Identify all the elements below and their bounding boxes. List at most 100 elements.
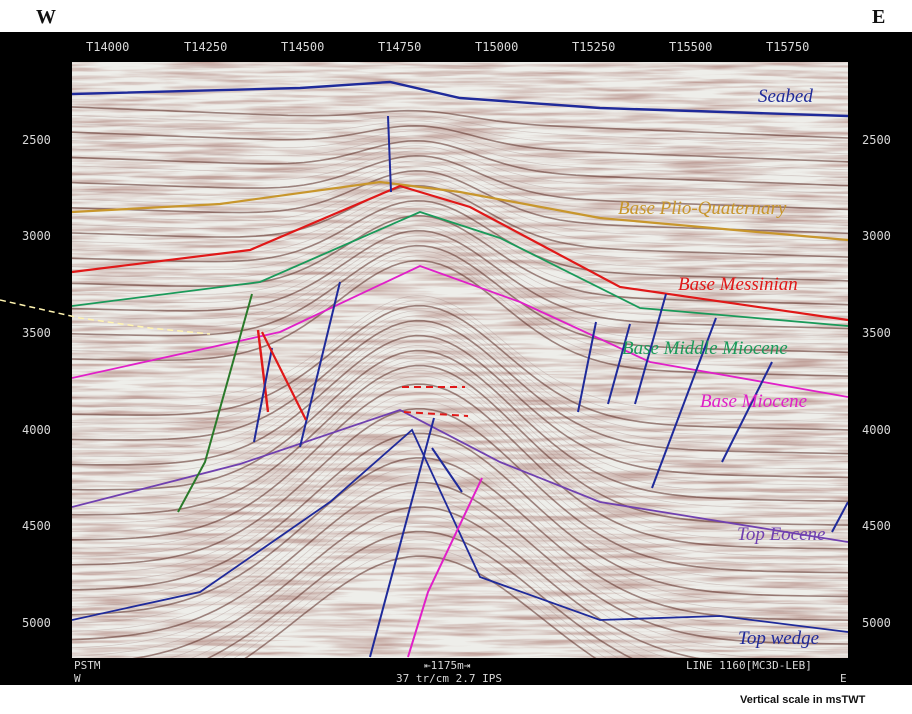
reflector-line [72, 383, 848, 550]
reflector-line [72, 225, 848, 321]
reflector-line [72, 195, 848, 274]
fault-line [256, 329, 270, 413]
reflector-line [72, 210, 848, 298]
horizon-label-base-messinian: Base Messinian [678, 274, 798, 295]
horizon-lines [72, 80, 848, 633]
trace-density-label: 37 tr/cm 2.7 IPS [396, 672, 502, 685]
reflector-line [72, 441, 848, 605]
trace-label: T15000 [475, 40, 519, 54]
reflector-line [72, 259, 848, 377]
fault-line [407, 477, 483, 658]
reflector-line [72, 315, 848, 447]
reflector-line [72, 240, 848, 345]
reflector-line [72, 392, 848, 558]
reflector-line [72, 304, 848, 431]
reflector-line [72, 349, 848, 503]
horizon-label-base-middle-miocene: Base Middle Miocene [622, 338, 788, 359]
horizon-line [72, 184, 848, 322]
reflector-line [72, 199, 848, 282]
horizon-line [72, 409, 848, 543]
reflector-line [72, 124, 848, 163]
reflector-line [72, 160, 848, 218]
fault-line [577, 321, 597, 413]
reflector-line [72, 334, 848, 479]
reflector-line [72, 355, 848, 510]
reflector-line [72, 319, 848, 455]
reflector-line [72, 465, 848, 629]
horizon-label-top-wedge: Top wedge [738, 628, 820, 649]
reflector-line [72, 145, 848, 194]
horizon-line [72, 180, 848, 242]
reflector-line [132, 506, 701, 658]
reflector-line [72, 300, 848, 423]
reflector-line [72, 190, 848, 266]
horizon-line [72, 428, 848, 633]
reflector-line [72, 408, 848, 574]
processing-label: PSTM [74, 659, 101, 672]
reflector-line [72, 235, 848, 337]
reflector-line [72, 330, 848, 470]
reflector-line [72, 135, 848, 179]
scale-bar-label: ⇤1175m⇥ [424, 659, 471, 672]
footer-east-label: E [840, 672, 847, 685]
horizon-line [72, 80, 848, 118]
horizon-label-base-plio-quaternary: Base Plio-Quaternary [618, 198, 787, 219]
reflector-line [72, 139, 848, 187]
fault-line [831, 501, 848, 533]
reflector-line [72, 360, 848, 518]
horizon-label-top-eocene: Top Eocene [737, 524, 826, 545]
reflector-line [72, 424, 848, 589]
twt-label-right: 3000 [862, 229, 891, 243]
horizon-label-base-miocene: Base Miocene [700, 391, 808, 412]
reflector-line [72, 244, 848, 354]
trace-label: T15500 [669, 40, 713, 54]
reflector-line [72, 250, 848, 361]
reflector-line [72, 310, 848, 439]
line-id-label: LINE 1160[MC3D-LEB] [686, 659, 812, 672]
trace-label: T14000 [86, 40, 130, 54]
twt-label-left: 3500 [22, 326, 51, 340]
reflector-line [72, 481, 848, 645]
reflector-line [72, 106, 848, 139]
fault-line [634, 293, 667, 405]
seismic-section-panel: T14000 T14250 T14500 T14750 T15000 T1525… [0, 32, 912, 685]
reflector-line [72, 115, 848, 147]
reflector-line [72, 295, 848, 415]
fault-line [431, 447, 463, 493]
west-direction-label: W [36, 6, 56, 28]
fault-lines [177, 115, 848, 658]
horizon-label-seabed: Seabed [758, 86, 813, 107]
twt-label-left: 4000 [22, 423, 51, 437]
reflector-line [72, 490, 848, 653]
footer-west-label: W [74, 672, 81, 685]
horizon-line [72, 265, 848, 398]
reflector-line [244, 555, 597, 658]
reflector-line [72, 473, 848, 637]
vertical-scale-note: Vertical scale in msTWT [740, 694, 866, 706]
trace-label: T14500 [281, 40, 325, 54]
reflector-line [72, 325, 848, 462]
reflector-line [72, 150, 848, 202]
reflector-line [233, 547, 607, 658]
twt-label-left: 5000 [22, 616, 51, 630]
reflector-line [72, 416, 848, 581]
trace-label: T14250 [184, 40, 228, 54]
twt-label-right: 4000 [862, 423, 891, 437]
fault-line [607, 323, 631, 405]
trace-label: T14750 [378, 40, 422, 54]
horizon-line [72, 211, 848, 327]
twt-label-left: 4500 [22, 519, 51, 533]
fault-line [253, 347, 273, 443]
reflector-line [72, 229, 848, 330]
twt-label-right: 4500 [862, 519, 891, 533]
twt-label-right: 5000 [862, 616, 891, 630]
reflector-line [72, 154, 848, 211]
reflector-line [72, 498, 775, 658]
reflector-line [72, 175, 848, 242]
reflector-line [72, 375, 848, 542]
reflector-line [72, 370, 848, 534]
fault-line [177, 293, 253, 513]
twt-label-right: 3500 [862, 326, 891, 340]
fault-line [369, 417, 435, 658]
reflector-line [72, 130, 848, 171]
